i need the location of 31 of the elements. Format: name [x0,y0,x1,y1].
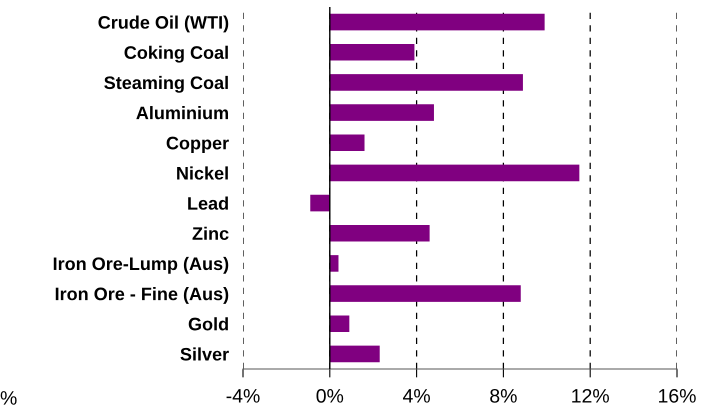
y-tick-label: Silver [180,347,229,361]
x-tick-label: -4% [226,389,260,403]
bar [330,134,365,152]
y-tick-label: Lead [188,196,228,210]
x-tick-label: 16% [659,388,696,403]
bar [330,44,414,61]
bar [310,194,330,212]
x-tick-label: 8% [490,388,517,403]
y-tick-label: Crude Oil (WTI) [98,16,228,32]
bar [330,224,430,242]
y-tick-label: Zinc [192,226,229,240]
y-tick-label: Nickel [177,166,228,180]
text: % [0,391,17,405]
bar [330,315,350,332]
bar [330,285,521,302]
y-tick-label: Iron Ore - Fine (Aus) [56,287,228,304]
bar [330,164,580,182]
y-tick-label: Copper [166,136,229,154]
y-tick-label: Gold [188,317,228,330]
bar [330,14,545,30]
y-tick-label: Coking Coal [124,46,228,63]
x-tick-label: 0% [316,388,344,403]
bar [330,255,338,272]
bar [330,346,380,362]
bar [330,74,523,91]
y-tick-label: Iron Ore-Lump (Aus) [54,256,228,274]
x-tick-label: 12% [572,388,609,403]
y-tick-label: Aluminium [136,106,228,120]
y-tick-label: Steaming Coal [104,76,228,93]
bar [330,104,434,121]
x-tick-label: 4% [402,389,430,403]
